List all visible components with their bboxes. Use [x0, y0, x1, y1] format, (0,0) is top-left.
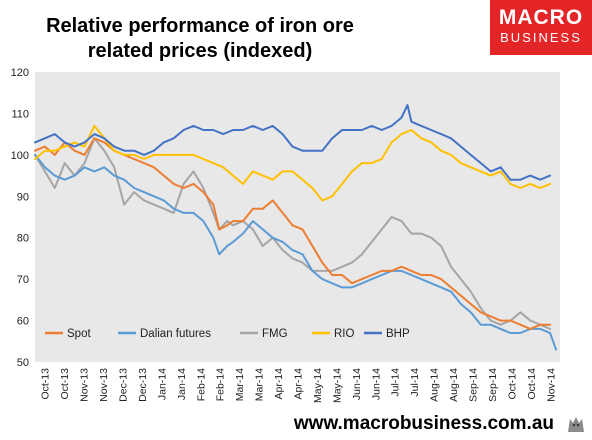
x-tick-label: Dec-13	[118, 368, 130, 402]
y-tick-label: 80	[17, 233, 29, 245]
x-tick-label: Jul-14	[390, 368, 402, 397]
x-tick-label: Oct-13	[59, 368, 71, 400]
x-tick-label: May-14	[331, 368, 343, 403]
website-url: www.macrobusiness.com.au	[293, 413, 554, 434]
x-tick-label: Mar-14	[234, 368, 246, 401]
chart-title-line1: Relative performance of iron ore	[46, 15, 354, 37]
x-tick-label: Feb-14	[215, 368, 227, 401]
x-tick-label: Jan-14	[176, 368, 188, 400]
x-tick-label: Aug-14	[429, 368, 441, 402]
legend-label-dalian-futures: Dalian futures	[140, 328, 211, 340]
x-tick-label: Jul-14	[409, 368, 421, 397]
x-tick-label: Oct-14	[526, 368, 538, 400]
y-tick-label: 60	[17, 316, 29, 328]
macrobusiness-logo: MACRO BUSINESS	[490, 0, 592, 55]
legend-label-bhp: BHP	[386, 328, 410, 340]
chart-title: Relative performance of iron ore related…	[0, 14, 400, 64]
y-tick-label: 50	[17, 357, 29, 369]
x-tick-label: Jun-14	[370, 368, 382, 400]
x-tick-label: Aug-14	[448, 368, 460, 402]
x-tick-label: Dec-13	[137, 368, 149, 402]
x-tick-label: Jan-14	[156, 368, 168, 400]
series-line-dalian-futures	[34, 153, 557, 351]
x-tick-label: Sep-14	[487, 368, 499, 402]
plot-area	[35, 72, 560, 362]
y-tick-label: 70	[17, 274, 29, 286]
x-tick-label: Apr-14	[273, 368, 285, 400]
wolf-icon	[564, 412, 588, 436]
y-tick-label: 100	[11, 150, 29, 162]
x-tick-label: Nov-14	[545, 368, 557, 402]
legend-label-fmg: FMG	[262, 328, 288, 340]
series-line-bhp	[34, 104, 552, 181]
x-tick-label: Nov-13	[98, 368, 110, 402]
series-line-fmg	[34, 137, 552, 330]
y-tick-label: 120	[11, 67, 29, 79]
x-tick-label: Jun-14	[351, 368, 363, 400]
x-tick-label: Apr-14	[293, 368, 305, 400]
series-line-rio	[34, 124, 552, 202]
x-tick-label: Oct-13	[40, 368, 52, 400]
x-tick-label: Mar-14	[254, 368, 266, 401]
y-tick-label: 110	[11, 108, 29, 120]
x-tick-label: May-14	[312, 368, 324, 403]
logo-line2: BUSINESS	[500, 30, 582, 45]
logo-line1: MACRO	[498, 6, 584, 29]
x-tick-label: Feb-14	[195, 368, 207, 401]
x-tick-label: Sep-14	[468, 368, 480, 402]
legend-label-spot: Spot	[67, 328, 91, 340]
y-tick-label: 90	[17, 191, 29, 203]
chart-title-line2: related prices (indexed)	[87, 40, 313, 62]
legend-label-rio: RIO	[334, 328, 355, 340]
x-tick-label: Nov-13	[79, 368, 91, 402]
x-tick-label: Oct-14	[506, 368, 518, 400]
